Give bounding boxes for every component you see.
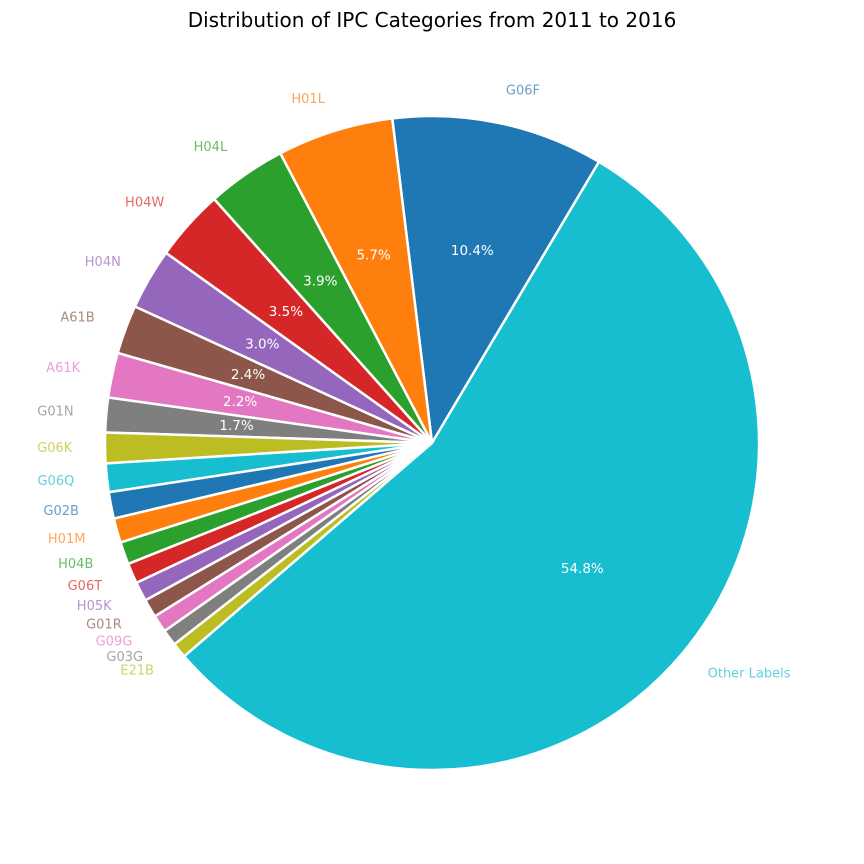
pct-label-h04n: 3.0% <box>245 337 279 353</box>
slice-label-other-labels: Other Labels <box>708 667 791 682</box>
percentage-labels: 10.4% 5.7% 3.9%3.5% 3.0% 2.4% 2.2% 1.7% 54.8% <box>219 243 604 577</box>
slice-label-g01n: G01N <box>37 405 73 420</box>
slice-label-h05k: H05K <box>77 599 112 614</box>
pct-label-h04w: 3.5% <box>269 304 303 320</box>
slice-label-h04l: H04L <box>194 140 228 155</box>
slice-label-g09g: G09G <box>96 634 133 649</box>
chart-title: Distribution of IPC Categories from 2011… <box>188 8 677 32</box>
pie-slices <box>103 114 761 772</box>
pct-label-a61b: 2.4% <box>231 367 265 383</box>
slice-label-g02b: G02B <box>43 504 79 519</box>
slice-label-g06k: G06K <box>37 441 73 456</box>
pie-slice-g06f <box>390 114 601 445</box>
slice-label-a61k: A61K <box>46 361 80 376</box>
slice-label-g06q: G06Q <box>37 474 74 489</box>
pct-label-h04l: 3.9% <box>303 274 337 290</box>
category-labels: G06F H01L H04L H04W H04N A61B A61K G01N G06K G06Q… <box>37 83 791 681</box>
pct-label-g06f: 10.4% <box>451 243 494 259</box>
pct-label-h01l: 5.7% <box>356 248 390 264</box>
slice-label-h04w: H04W <box>125 195 164 210</box>
slice-label-g06f: G06F <box>506 83 540 98</box>
pct-label-a61k: 2.2% <box>223 394 257 410</box>
pct-label-g01n: 1.7% <box>219 418 253 434</box>
slice-label-h04n: H04N <box>85 255 121 270</box>
slice-label-h04b: H04B <box>58 557 93 572</box>
slice-label-e21b: E21B <box>120 664 154 679</box>
slice-label-h01l: H01L <box>291 92 325 107</box>
pct-label-other-labels: 54.8% <box>561 561 604 577</box>
slice-label-g01r: G01R <box>86 618 122 633</box>
slice-label-g06t: G06T <box>68 579 103 594</box>
slice-label-g03g: G03G <box>106 650 143 665</box>
slice-label-h01m: H01M <box>48 532 86 547</box>
slice-label-a61b: A61B <box>60 311 94 326</box>
pie-slice-other-labels <box>182 160 761 772</box>
